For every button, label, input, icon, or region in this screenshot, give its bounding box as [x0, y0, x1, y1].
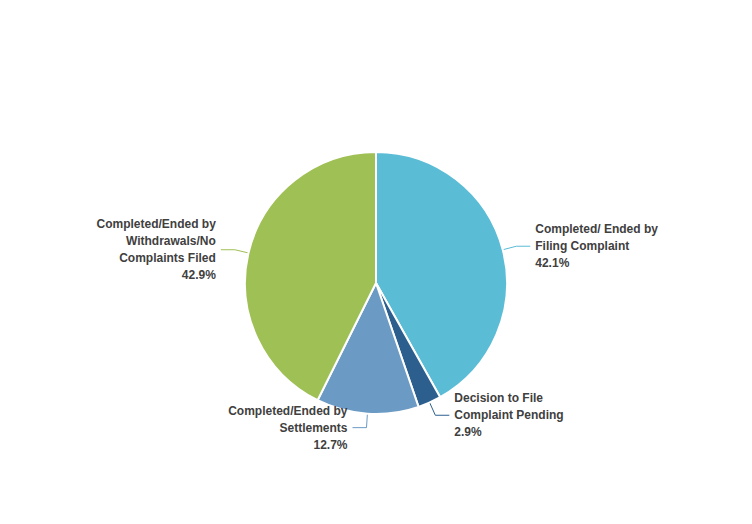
- svg-text:2.9%: 2.9%: [454, 425, 482, 439]
- svg-text:Completed/Ended by: Completed/Ended by: [97, 217, 217, 231]
- svg-text:Complaint Pending: Complaint Pending: [454, 408, 563, 422]
- svg-text:42.9%: 42.9%: [182, 268, 216, 282]
- svg-text:Decision to File: Decision to File: [454, 391, 543, 405]
- svg-text:42.1%: 42.1%: [535, 256, 569, 270]
- svg-text:Withdrawals/No: Withdrawals/No: [126, 234, 216, 248]
- svg-text:Settlements: Settlements: [279, 421, 347, 435]
- svg-text:Complaints Filed: Complaints Filed: [119, 251, 216, 265]
- svg-text:Completed/ Ended by: Completed/ Ended by: [535, 222, 658, 236]
- svg-text:Filing Complaint: Filing Complaint: [535, 239, 629, 253]
- svg-text:12.7%: 12.7%: [313, 438, 347, 452]
- svg-text:Completed/Ended by: Completed/Ended by: [228, 404, 348, 418]
